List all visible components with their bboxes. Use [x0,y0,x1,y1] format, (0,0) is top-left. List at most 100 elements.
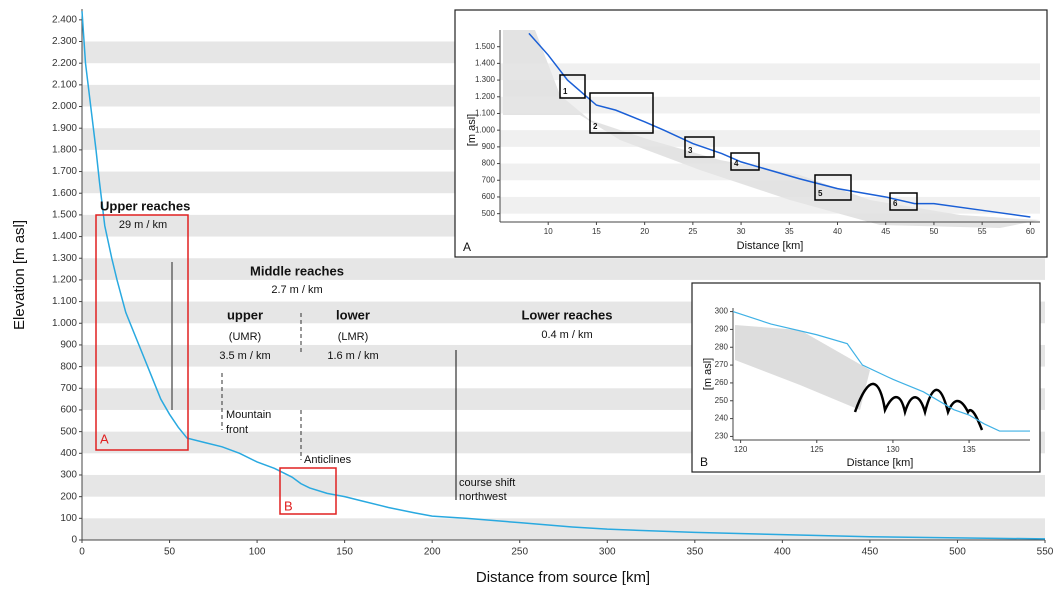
section-label: 6 [893,199,898,208]
annotation: 29 m / km [119,219,167,231]
y-tick-label: 500 [482,209,496,218]
box-label: A [100,431,109,446]
stripe [500,63,1040,81]
y-tick-label: 200 [60,491,77,502]
y-tick-label: 100 [60,513,77,524]
y-tick-label: 700 [60,383,77,394]
x-axis-title: Distance [km] [737,240,804,252]
y-tick-label: 280 [715,342,729,351]
y-tick-label: 290 [715,325,729,334]
y-axis-title: Elevation [m asl] [11,220,28,330]
y-axis-title: [m asl] [466,114,478,146]
y-tick-label: 2.300 [52,36,77,47]
annotation: front [226,424,248,436]
x-tick-label: 130 [886,445,900,454]
annotation: course shift [459,477,515,489]
stripe [500,96,1040,114]
y-tick-label: 0 [71,535,77,546]
y-tick-label: 240 [715,414,729,423]
x-tick-label: 30 [737,227,746,236]
x-tick-label: 150 [336,547,353,558]
panel-label: B [700,455,708,469]
y-tick-label: 1.000 [52,318,77,329]
y-tick-label: 1.000 [475,125,496,134]
annotation: Upper reaches [100,198,190,213]
y-tick-label: 300 [715,307,729,316]
section-label: 5 [818,189,823,198]
y-tick-label: 260 [715,378,729,387]
box-label: B [284,498,293,513]
x-tick-label: 450 [862,547,879,558]
x-tick-label: 350 [686,547,703,558]
y-tick-label: 2.000 [52,101,77,112]
y-tick-label: 1.100 [52,296,77,307]
x-tick-label: 400 [774,547,791,558]
x-tick-label: 40 [833,227,842,236]
profile-line [81,11,1046,540]
y-tick-label: 1.700 [52,166,77,177]
y-tick-label: 900 [482,142,496,151]
y-axis-title: [m asl] [702,358,714,390]
y-tick-label: 2.200 [52,58,77,69]
x-tick-label: 35 [785,227,794,236]
annotation: (LMR) [338,331,369,343]
x-axis-title: Distance from source [km] [476,569,650,586]
profile-line [528,32,1031,218]
x-tick-label: 135 [962,445,976,454]
section-label: 3 [688,146,693,155]
x-tick-label: 250 [511,547,528,558]
annotation: 0.4 m / km [541,329,592,341]
panel-label: A [463,240,471,254]
y-tick-label: 1.100 [475,109,496,118]
section-box [730,152,760,171]
y-tick-label: 1.200 [52,275,77,286]
x-tick-label: 100 [249,547,266,558]
y-tick-label: 600 [482,192,496,201]
inset-a-boxes: 1 2 3 4 5 6 [559,74,918,211]
x-tick-label: 125 [810,445,824,454]
x-tick-label: 500 [949,547,966,558]
annotation: Lower reaches [521,307,612,322]
stripe [500,163,1040,181]
y-tick-label: 1.500 [52,210,77,221]
section-box [559,74,586,99]
annotation: 1.6 m / km [327,350,378,362]
x-tick-label: 120 [734,445,748,454]
region-box [95,214,189,451]
profile-line [732,310,1030,432]
y-tick-label: 800 [60,361,77,372]
region-box [279,467,337,515]
y-tick-label: 2.400 [52,14,77,25]
hatched-area [503,30,1040,228]
annotation: 2.7 m / km [271,284,322,296]
section-box [589,92,654,134]
y-tick-label: 400 [60,448,77,459]
hatched-area [735,325,870,410]
x-tick-label: 200 [424,547,441,558]
x-tick-label: 10 [544,227,553,236]
anticline-sketch [853,382,984,431]
y-tick-label: 700 [482,175,496,184]
x-tick-label: 25 [688,227,697,236]
x-tick-label: 15 [592,227,601,236]
y-tick-label: 500 [60,426,77,437]
section-label: 2 [593,122,598,131]
annotations: Upper reaches 29 m / km Middle reaches 2… [95,198,613,515]
x-tick-label: 550 [1037,547,1054,558]
y-tick-label: 600 [60,405,77,416]
y-tick-label: 1.300 [52,253,77,264]
stripe [500,130,1040,147]
stripe [500,196,1040,214]
section-box [814,174,852,201]
inset-a: 500 600 700 800 900 1.000 1.100 1.200 1.300 1.400… [466,30,1040,252]
annotation: northwest [459,491,507,503]
stripe [82,258,1045,280]
x-tick-label: 55 [978,227,987,236]
annotation: lower [336,307,370,322]
y-tick-label: 1.900 [52,123,77,134]
x-tick-label: 0 [79,547,85,558]
y-tick-label: 1.400 [475,59,496,68]
y-tick-label: 300 [60,470,77,481]
x-tick-label: 60 [1026,227,1035,236]
